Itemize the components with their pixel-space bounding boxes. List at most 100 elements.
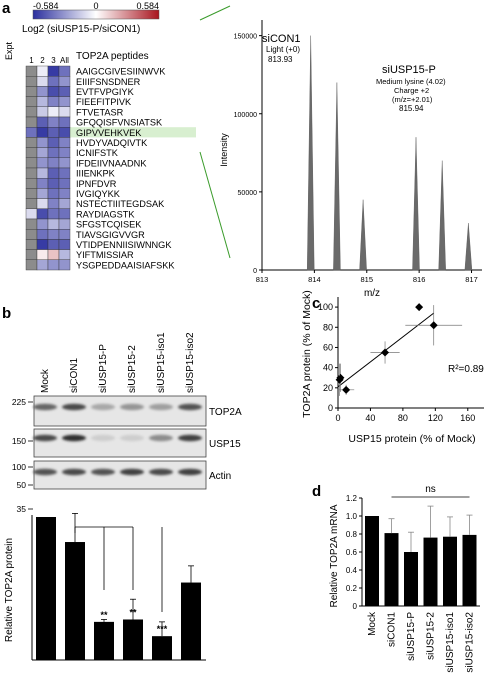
blot-label: Actin — [209, 471, 231, 482]
heatmap-cell — [58, 208, 71, 220]
peptide-label: FTVETASR — [76, 107, 124, 117]
heatmap-cell — [25, 239, 38, 250]
colorbar — [32, 9, 160, 20]
bar-b — [94, 621, 114, 660]
heatmap-cell — [36, 259, 49, 271]
bar-b — [65, 542, 85, 660]
ns-label: ns — [425, 484, 436, 495]
spectrum-x-tick-label: 817 — [465, 275, 478, 284]
heatmap-cell — [58, 239, 71, 250]
spectrum-peak — [412, 137, 420, 271]
blot-band — [178, 403, 202, 411]
heatmap-cell — [25, 218, 38, 230]
bar-d-y-tick-label: 0.6 — [346, 548, 358, 557]
heatmap-cell — [25, 249, 38, 261]
heatmap-cell — [25, 157, 38, 169]
scatter-point — [415, 303, 424, 312]
scatter-x-tick-label: 0 — [335, 413, 340, 423]
highlight-band — [70, 127, 196, 138]
blot-band — [178, 468, 202, 476]
heatmap-cell — [25, 228, 38, 240]
peptide-label: TIAVSGIGVVGR — [76, 230, 145, 240]
lane-label: siUSP15-iso2 — [185, 332, 196, 393]
heatmap-cell — [36, 167, 49, 179]
mw-marker: 225 — [12, 397, 26, 407]
peptide-label: YIFTMISSIAR — [76, 250, 134, 260]
connector-top — [199, 5, 231, 21]
scatter-x-tick-label: 80 — [398, 413, 408, 423]
blot-band — [91, 403, 115, 411]
colorbar-max: 0.584 — [136, 1, 159, 11]
heatmap-cell — [58, 259, 71, 271]
heatmap-cell — [25, 106, 38, 118]
heatmap-cell — [36, 86, 49, 97]
heatmap-cell — [36, 96, 49, 107]
heatmap-cell — [47, 147, 60, 159]
scatter-x-tick-label: 160 — [460, 413, 475, 423]
heatmap-cell — [36, 239, 49, 250]
heatmap-cell — [58, 147, 71, 159]
peptide-label: AAIGCGIVESIINWVK — [76, 67, 166, 77]
bar-d — [443, 536, 457, 606]
spectrum-peak — [438, 160, 446, 271]
blot-band — [178, 434, 202, 442]
significance-mark: ** — [100, 610, 108, 620]
significance-mark: *** — [157, 624, 168, 634]
heatmap-cell — [58, 188, 71, 199]
heatmap-cell — [47, 188, 60, 199]
panel-a-label: a — [2, 0, 11, 17]
heatmap-cell — [47, 96, 60, 107]
heatmap-cell — [47, 137, 60, 148]
bar-d — [423, 537, 438, 606]
heatmap-cell — [58, 137, 71, 148]
bar-b — [181, 582, 201, 660]
blot-band — [33, 434, 57, 442]
heatmap-cell — [25, 65, 38, 77]
blot-box — [33, 395, 207, 427]
heatmap-cell — [47, 116, 60, 128]
scatter-x-label: USP15 protein (% of Mock) — [348, 433, 475, 445]
blot-band — [62, 403, 86, 411]
peptide-label: EVTFVPGIYK — [76, 87, 135, 97]
heatmap-cell — [25, 116, 38, 128]
blot-box — [33, 460, 207, 490]
heatmap-cell — [58, 126, 71, 138]
blot-label: USP15 — [209, 439, 241, 450]
connector-bottom — [199, 151, 231, 259]
heatmap-cell — [25, 86, 38, 97]
col-header: 2 — [40, 56, 45, 65]
panel-c-label: c — [312, 295, 320, 312]
heatmap-cell — [58, 198, 71, 210]
mw-marker: 35 — [17, 504, 27, 514]
heatmap-cell — [36, 106, 49, 118]
lane-label: Mock — [40, 368, 51, 393]
scatter-point — [429, 321, 438, 330]
bar-d-category: siUSP15-P — [406, 612, 417, 661]
lane-label: siUSP15-2 — [127, 345, 138, 393]
bar-d-category: siUSP15-iso2 — [465, 612, 476, 673]
panel-b-label: b — [2, 305, 11, 322]
scatter-point — [342, 385, 351, 394]
bar-b — [123, 619, 143, 660]
peptide-label: EIIIFSNSDNER — [76, 77, 141, 87]
heatmap-cell — [25, 96, 38, 107]
r-squared: R²=0.89 — [448, 364, 484, 375]
heatmap-cell — [25, 147, 38, 159]
heatmap-cell — [47, 259, 60, 271]
spectrum-x-label: m/z — [364, 288, 380, 299]
bar-d-y-label: Relative TOP2A mRNA — [329, 504, 340, 607]
bar-b — [36, 517, 56, 660]
scatter-y-tick-label: 40 — [323, 363, 333, 373]
heatmap-cell — [25, 126, 38, 138]
heatmap-cell — [36, 198, 49, 210]
heatmap-cell — [47, 86, 60, 97]
heatmap-cell — [25, 137, 38, 148]
spectrum-y-label: Intensity — [219, 133, 229, 167]
siusp-mz: 815.94 — [399, 104, 424, 113]
heatmap-cell — [58, 249, 71, 261]
heatmap-cell — [36, 249, 49, 261]
heatmap-cell — [47, 239, 60, 250]
bar-d-y-tick-label: 0 — [353, 602, 358, 611]
heatmap-cell — [58, 177, 71, 189]
